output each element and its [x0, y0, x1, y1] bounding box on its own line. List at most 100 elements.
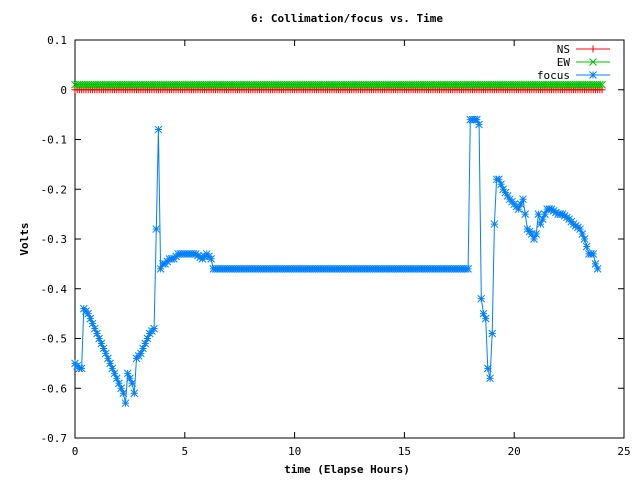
data-point-focus	[580, 235, 589, 243]
data-point-focus	[110, 369, 119, 378]
data-point-focus	[490, 220, 499, 228]
data-point-focus	[527, 230, 536, 238]
data-point-focus	[137, 349, 145, 358]
data-point-focus	[499, 185, 508, 194]
data-point-focus	[101, 349, 110, 358]
data-point-focus	[77, 364, 86, 373]
data-point-focus	[95, 334, 104, 343]
data-point-focus	[477, 294, 486, 303]
y-tick-label: -0.1	[41, 134, 68, 147]
data-point-focus	[93, 329, 101, 338]
legend-marker-focus	[589, 71, 597, 79]
data-point-focus	[143, 334, 152, 343]
legend-marker-ns	[589, 45, 597, 53]
data-point-focus	[530, 235, 538, 243]
legend-entry-ns: NS	[557, 43, 610, 56]
data-point-focus	[541, 210, 549, 218]
x-tick-label: 15	[398, 445, 411, 458]
legend-entry-ew: EW	[557, 56, 610, 69]
data-point-focus	[532, 230, 541, 238]
y-tick-label: -0.5	[41, 333, 68, 346]
data-point-focus	[130, 389, 139, 398]
data-point-focus	[141, 339, 150, 348]
data-point-focus	[121, 399, 130, 408]
data-point-focus	[486, 374, 494, 383]
data-point-focus	[516, 200, 525, 209]
data-point-focus	[464, 264, 472, 273]
legend-label-focus: focus	[537, 69, 570, 82]
data-point-focus	[108, 364, 117, 373]
chart-title: 6: Collimation/focus vs. Time	[251, 12, 443, 25]
data-point-focus	[152, 225, 161, 233]
data-point-focus	[593, 264, 602, 273]
x-tick-label: 10	[288, 445, 301, 458]
legend-entry-focus: focus	[537, 69, 610, 82]
data-point-ew	[595, 80, 604, 89]
series-ns	[71, 86, 606, 94]
series-ew	[71, 80, 606, 89]
data-point-focus	[104, 354, 112, 363]
legend-label-ns: NS	[557, 43, 570, 56]
x-tick-label: 0	[72, 445, 79, 458]
plot-frame	[74, 39, 625, 439]
data-point-focus	[106, 359, 114, 368]
data-point-focus	[488, 329, 497, 338]
data-point-focus	[90, 324, 99, 333]
data-point-focus	[99, 344, 108, 353]
data-point-focus	[84, 309, 93, 318]
x-tick-label: 25	[617, 445, 630, 458]
data-point-focus	[483, 364, 492, 373]
data-point-focus	[139, 344, 147, 353]
y-tick-label: -0.4	[41, 283, 68, 296]
data-point-ew	[598, 80, 606, 89]
series-focus	[71, 115, 602, 408]
data-point-focus	[494, 175, 503, 184]
data-point-focus	[578, 230, 587, 238]
y-tick-label: -0.3	[41, 233, 68, 246]
x-tick-label: 20	[508, 445, 521, 458]
data-point-focus	[115, 379, 123, 388]
data-point-focus	[86, 314, 95, 323]
data-point-focus	[591, 260, 600, 268]
data-point-focus	[589, 250, 598, 258]
data-point-focus	[156, 264, 165, 273]
series-lines	[71, 80, 606, 408]
y-tick-label: -0.2	[41, 183, 68, 196]
y-tick-label: -0.6	[41, 382, 68, 395]
y-axis-label: Volts	[18, 222, 31, 255]
data-point-focus	[534, 210, 543, 218]
data-point-focus	[97, 339, 106, 348]
data-point-focus	[154, 125, 163, 134]
data-point-focus	[497, 180, 505, 189]
data-point-focus	[117, 384, 125, 393]
data-point-focus	[538, 215, 547, 223]
data-point-focus	[126, 374, 134, 383]
data-point-focus	[88, 319, 97, 328]
series-line-focus	[74, 119, 599, 404]
data-point-focus	[150, 324, 158, 333]
data-point-focus	[112, 374, 121, 383]
data-point-focus	[519, 195, 527, 204]
x-axis-label: time (Elapse Hours)	[284, 463, 410, 476]
data-point-focus	[582, 242, 591, 251]
data-point-focus	[128, 379, 136, 388]
legend-marker-ew	[589, 58, 597, 66]
data-point-focus	[479, 309, 488, 318]
data-point-focus	[119, 389, 128, 398]
data-point-focus	[123, 369, 132, 378]
data-point-focus	[475, 120, 483, 129]
data-point-focus	[481, 314, 490, 323]
data-point-focus	[503, 192, 512, 200]
data-point-focus	[514, 205, 523, 214]
data-point-focus	[501, 188, 510, 197]
y-tick-label: -0.7	[41, 432, 68, 445]
data-point-focus	[207, 255, 216, 263]
data-point-focus	[473, 115, 481, 124]
y-tick-label: 0.1	[47, 34, 67, 47]
data-point-focus	[536, 220, 545, 228]
axis-ticks: 0 5 10 15 20 25 0.1 0 -0.1 -0.2 -0.3 -0.4 -0.5 -0.6 -0…	[41, 34, 631, 458]
y-tick-label: 0	[60, 84, 67, 97]
data-point-focus	[521, 210, 530, 218]
